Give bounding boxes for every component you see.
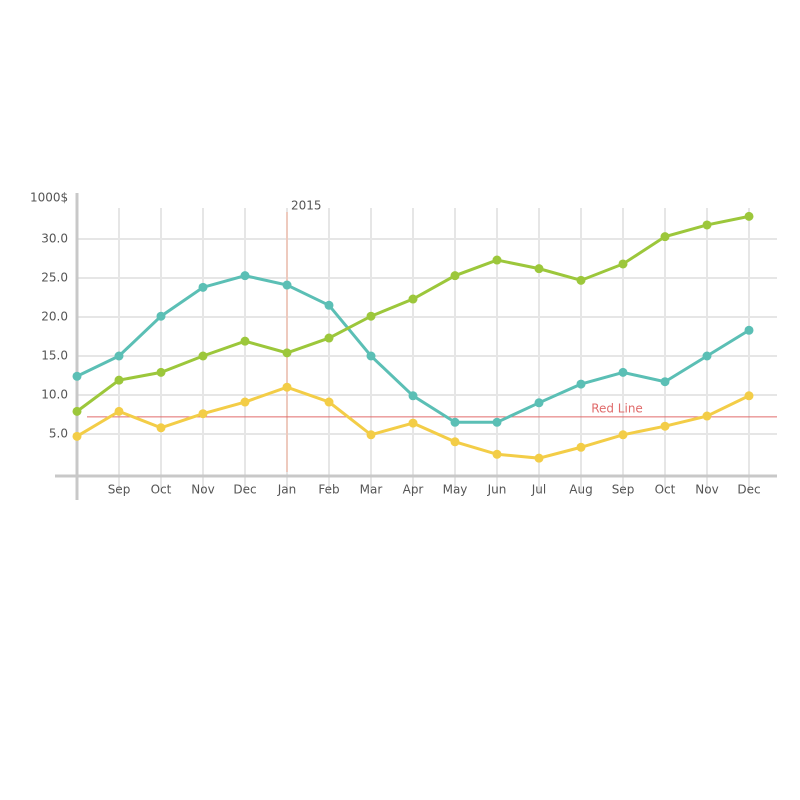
- x-tick-label: May: [443, 483, 468, 497]
- data-point: [534, 453, 544, 463]
- data-point: [702, 411, 712, 421]
- x-tick-label: Nov: [695, 483, 718, 497]
- x-tick-label: Jun: [487, 483, 507, 497]
- data-point: [324, 300, 334, 310]
- data-point: [450, 417, 460, 427]
- data-point: [576, 379, 586, 389]
- x-tick-label: Jan: [277, 483, 297, 497]
- data-point: [240, 271, 250, 281]
- data-point: [72, 406, 82, 416]
- data-point: [282, 382, 292, 392]
- data-point: [618, 367, 628, 377]
- marker-label: 2015: [291, 199, 322, 213]
- data-point: [156, 311, 166, 321]
- y-tick-label: 20.0: [41, 310, 68, 324]
- data-point: [576, 275, 586, 285]
- data-point: [450, 437, 460, 447]
- data-point: [744, 325, 754, 335]
- data-point: [702, 220, 712, 230]
- data-point: [660, 232, 670, 242]
- data-point: [408, 294, 418, 304]
- data-point: [660, 421, 670, 431]
- data-point: [618, 430, 628, 440]
- data-point: [450, 271, 460, 281]
- x-tick-label: Sep: [612, 483, 635, 497]
- x-tick-label: Feb: [318, 483, 339, 497]
- data-point: [156, 367, 166, 377]
- data-point: [72, 371, 82, 381]
- y-axis-label: 1000$: [30, 191, 68, 205]
- data-point: [660, 377, 670, 387]
- data-point: [114, 351, 124, 361]
- data-point: [114, 406, 124, 416]
- data-point: [408, 391, 418, 401]
- x-tick-label: Oct: [655, 483, 676, 497]
- data-point: [72, 431, 82, 441]
- x-tick-label: Sep: [108, 483, 131, 497]
- x-tick-label: Dec: [737, 483, 760, 497]
- y-tick-label: 5.0: [49, 427, 68, 441]
- data-point: [744, 391, 754, 401]
- x-tick-label: Dec: [233, 483, 256, 497]
- data-point: [576, 442, 586, 452]
- x-tick-label: Mar: [360, 483, 383, 497]
- data-point: [198, 409, 208, 419]
- x-tick-label: Jul: [531, 483, 546, 497]
- data-point: [744, 211, 754, 221]
- data-point: [534, 398, 544, 408]
- data-point: [282, 280, 292, 290]
- reference-label: Red Line: [591, 401, 643, 415]
- data-point: [618, 259, 628, 269]
- data-point: [408, 418, 418, 428]
- data-point: [114, 375, 124, 385]
- data-point: [492, 255, 502, 265]
- data-point: [282, 348, 292, 358]
- data-point: [702, 351, 712, 361]
- data-point: [492, 449, 502, 459]
- y-tick-label: 10.0: [41, 388, 68, 402]
- data-point: [240, 397, 250, 407]
- data-point: [198, 282, 208, 292]
- data-point: [324, 333, 334, 343]
- data-point: [366, 430, 376, 440]
- data-point: [198, 351, 208, 361]
- x-tick-label: Apr: [403, 483, 424, 497]
- y-tick-label: 15.0: [41, 349, 68, 363]
- x-tick-label: Oct: [151, 483, 172, 497]
- data-point: [366, 351, 376, 361]
- x-tick-label: Aug: [569, 483, 592, 497]
- x-tick-label: Nov: [191, 483, 214, 497]
- data-point: [366, 311, 376, 321]
- data-point: [240, 336, 250, 346]
- data-point: [492, 417, 502, 427]
- data-point: [156, 423, 166, 433]
- data-point: [534, 264, 544, 274]
- y-tick-label: 25.0: [41, 271, 68, 285]
- data-point: [324, 397, 334, 407]
- y-tick-label: 30.0: [41, 232, 68, 246]
